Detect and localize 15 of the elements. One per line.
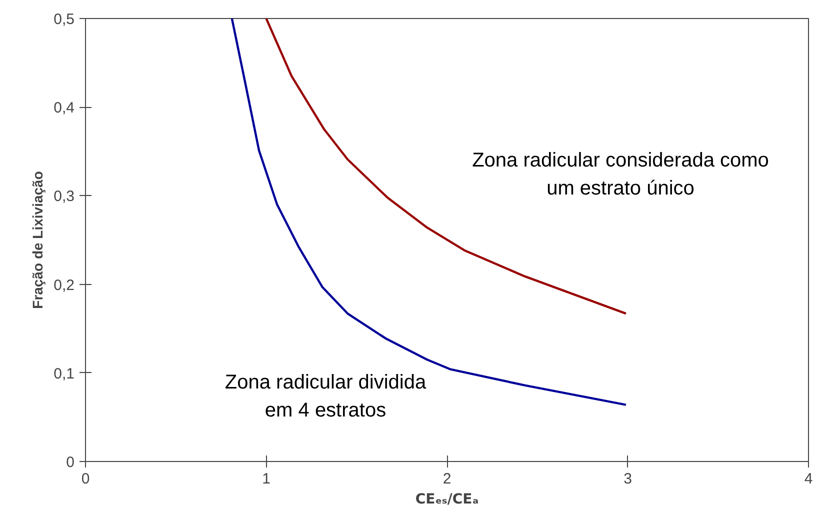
x-axis-title: CEₑₛ/CEₐ: [415, 492, 479, 508]
annotation: Zona radicular dividida em 4 estratos: [224, 372, 427, 422]
y-tick-label: 0,2: [54, 276, 75, 294]
y-tick-label: 0,5: [54, 11, 75, 28]
x-tick-label: 0: [81, 470, 90, 488]
y-tick-label: 0,1: [54, 365, 75, 382]
x-tick-label: 4: [804, 470, 813, 488]
y-tick-label: 0,3: [54, 188, 75, 206]
y-tick-label: 0: [66, 454, 74, 471]
y-tick-label: 0,4: [54, 100, 75, 117]
annotation: Zona radicular considerada como um estrato único: [472, 150, 769, 200]
y-axis-title: Fração de Lixiviação: [30, 171, 46, 309]
x-tick-label: 1: [262, 470, 270, 488]
x-tick-label: 2: [442, 470, 452, 488]
x-tick-label: 3: [624, 470, 632, 488]
